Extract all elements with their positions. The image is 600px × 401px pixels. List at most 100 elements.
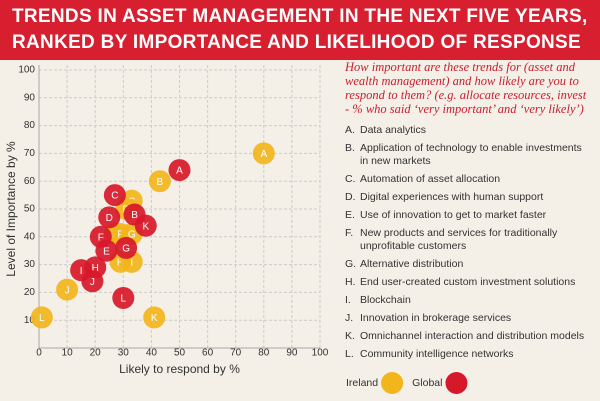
subtitle: How important are these trends for (asse… <box>345 60 587 116</box>
bubble-label: F <box>98 232 104 243</box>
key-item: E. Use of innovation to get to market fas… <box>345 209 590 222</box>
key-text: Innovation in brokerage services <box>360 312 512 324</box>
bubble-label: L <box>121 294 127 305</box>
bubble-label: J <box>65 285 70 296</box>
key-item: A. Data analytics <box>345 124 590 137</box>
bubble-label: J <box>90 277 95 288</box>
legend-swatch <box>381 372 404 394</box>
bubble-label: I <box>130 257 133 268</box>
bubble-circle <box>252 142 275 165</box>
bubble-circle <box>148 170 171 193</box>
y-tick-label: 40 <box>24 231 36 242</box>
key-letter: H. <box>345 276 356 288</box>
key-item: C. Automation of asset allocation <box>345 173 590 186</box>
bubble: A <box>252 142 275 165</box>
bubble-label: I <box>80 266 83 277</box>
x-tick-label: 50 <box>174 348 186 359</box>
x-tick-label: 90 <box>286 348 298 359</box>
x-axis-label: Likely to respond by % <box>119 362 240 376</box>
legend-swatch <box>445 372 468 394</box>
key-letter: E. <box>345 209 355 221</box>
key-item: L. Community intelligence networks <box>345 348 590 361</box>
bubble-label: F <box>117 230 123 241</box>
bubble: K <box>143 306 166 329</box>
bubble: B <box>148 170 171 193</box>
legend-label: Ireland <box>346 377 378 389</box>
key-item: F. New products and services for traditio… <box>345 227 590 253</box>
y-tick-label: 30 <box>24 259 36 270</box>
key-text: Data analytics <box>360 124 426 136</box>
bubble: G <box>115 236 138 259</box>
key-text: End user-created custom investment solut… <box>360 276 576 288</box>
bubble-circle <box>56 278 79 301</box>
bubble-circle <box>30 306 53 329</box>
key-text: Community intelligence networks <box>360 348 514 360</box>
y-tick-label: 70 <box>24 148 36 159</box>
bubble-circle <box>134 214 157 237</box>
bubble-circle <box>115 236 138 259</box>
bubble-circle <box>103 184 126 207</box>
bubble: A <box>168 159 191 182</box>
bubble-label: K <box>142 221 149 232</box>
bubble-label: E <box>103 246 110 257</box>
bubble-circle <box>81 270 104 293</box>
x-tick-label: 30 <box>118 348 130 359</box>
bubble: J <box>56 278 79 301</box>
x-tick-label: 100 <box>312 348 329 359</box>
x-tick-label: 10 <box>62 348 74 359</box>
key-letter: D. <box>345 191 356 203</box>
bubble-label: A <box>260 149 267 160</box>
key-letter: I. <box>345 294 351 306</box>
bubble-label: B <box>156 177 163 188</box>
bubble-label: K <box>151 313 158 324</box>
key-text: Omnichannel interaction and distribution… <box>360 330 585 342</box>
key-letter: F. <box>345 227 354 239</box>
key-item: K. Omnichannel interaction and distributi… <box>345 330 590 343</box>
key-item: J. Innovation in brokerage services <box>345 312 590 325</box>
chart-title: RANKED BY IMPORTANCE AND LIKELIHOOD OF R… <box>12 32 582 53</box>
key-letter: C. <box>345 173 356 185</box>
key-text: New products and services for traditiona… <box>360 227 558 252</box>
key-letter: L. <box>345 348 354 360</box>
y-axis-label: Level of Importance by % <box>4 141 18 277</box>
key-text: Use of innovation to get to market faste… <box>360 209 547 221</box>
legend-label: Global <box>412 377 442 389</box>
bubble: L <box>112 286 135 309</box>
bubble-circle <box>168 159 191 182</box>
key-text: Digital experiences with human support <box>360 191 544 203</box>
bubble-label: H <box>117 257 124 268</box>
bubble-label: B <box>131 210 138 221</box>
key-text: Application of technology to enable inve… <box>360 142 582 167</box>
key-letter: G. <box>345 258 357 270</box>
x-tick-label: 0 <box>36 348 42 359</box>
bubble: K <box>134 214 157 237</box>
x-tick-label: 70 <box>230 348 242 359</box>
y-tick-label: 50 <box>24 204 36 215</box>
key-item: I. Blockchain <box>345 294 590 307</box>
key-list: A. Data analytics B. Application of technol… <box>345 124 590 366</box>
key-letter: A. <box>345 124 355 136</box>
key-item: B. Application of technology to enable in… <box>345 142 590 168</box>
key-letter: K. <box>345 330 355 342</box>
bubble-label: D <box>106 213 113 224</box>
bubble-label: G <box>122 244 130 255</box>
bubble-label: H <box>92 263 99 274</box>
x-tick-label: 80 <box>258 348 270 359</box>
bubble: F <box>89 225 112 248</box>
chart-title: TRENDS IN ASSET MANAGEMENT IN THE NEXT F… <box>12 6 588 27</box>
y-tick-label: 80 <box>24 120 36 131</box>
bubble-circle <box>112 286 135 309</box>
key-text: Automation of asset allocation <box>360 173 501 185</box>
key-letter: J. <box>345 312 354 324</box>
bubble: D <box>98 206 121 229</box>
bubble-circle <box>89 225 112 248</box>
bubble-label: C <box>111 191 118 202</box>
key-text: Blockchain <box>360 294 411 306</box>
x-tick-label: 40 <box>146 348 158 359</box>
y-tick-label: 10 <box>24 315 36 326</box>
bubble: J <box>81 270 104 293</box>
key-item: G. Alternative distribution <box>345 258 590 271</box>
x-tick-label: 20 <box>90 348 102 359</box>
